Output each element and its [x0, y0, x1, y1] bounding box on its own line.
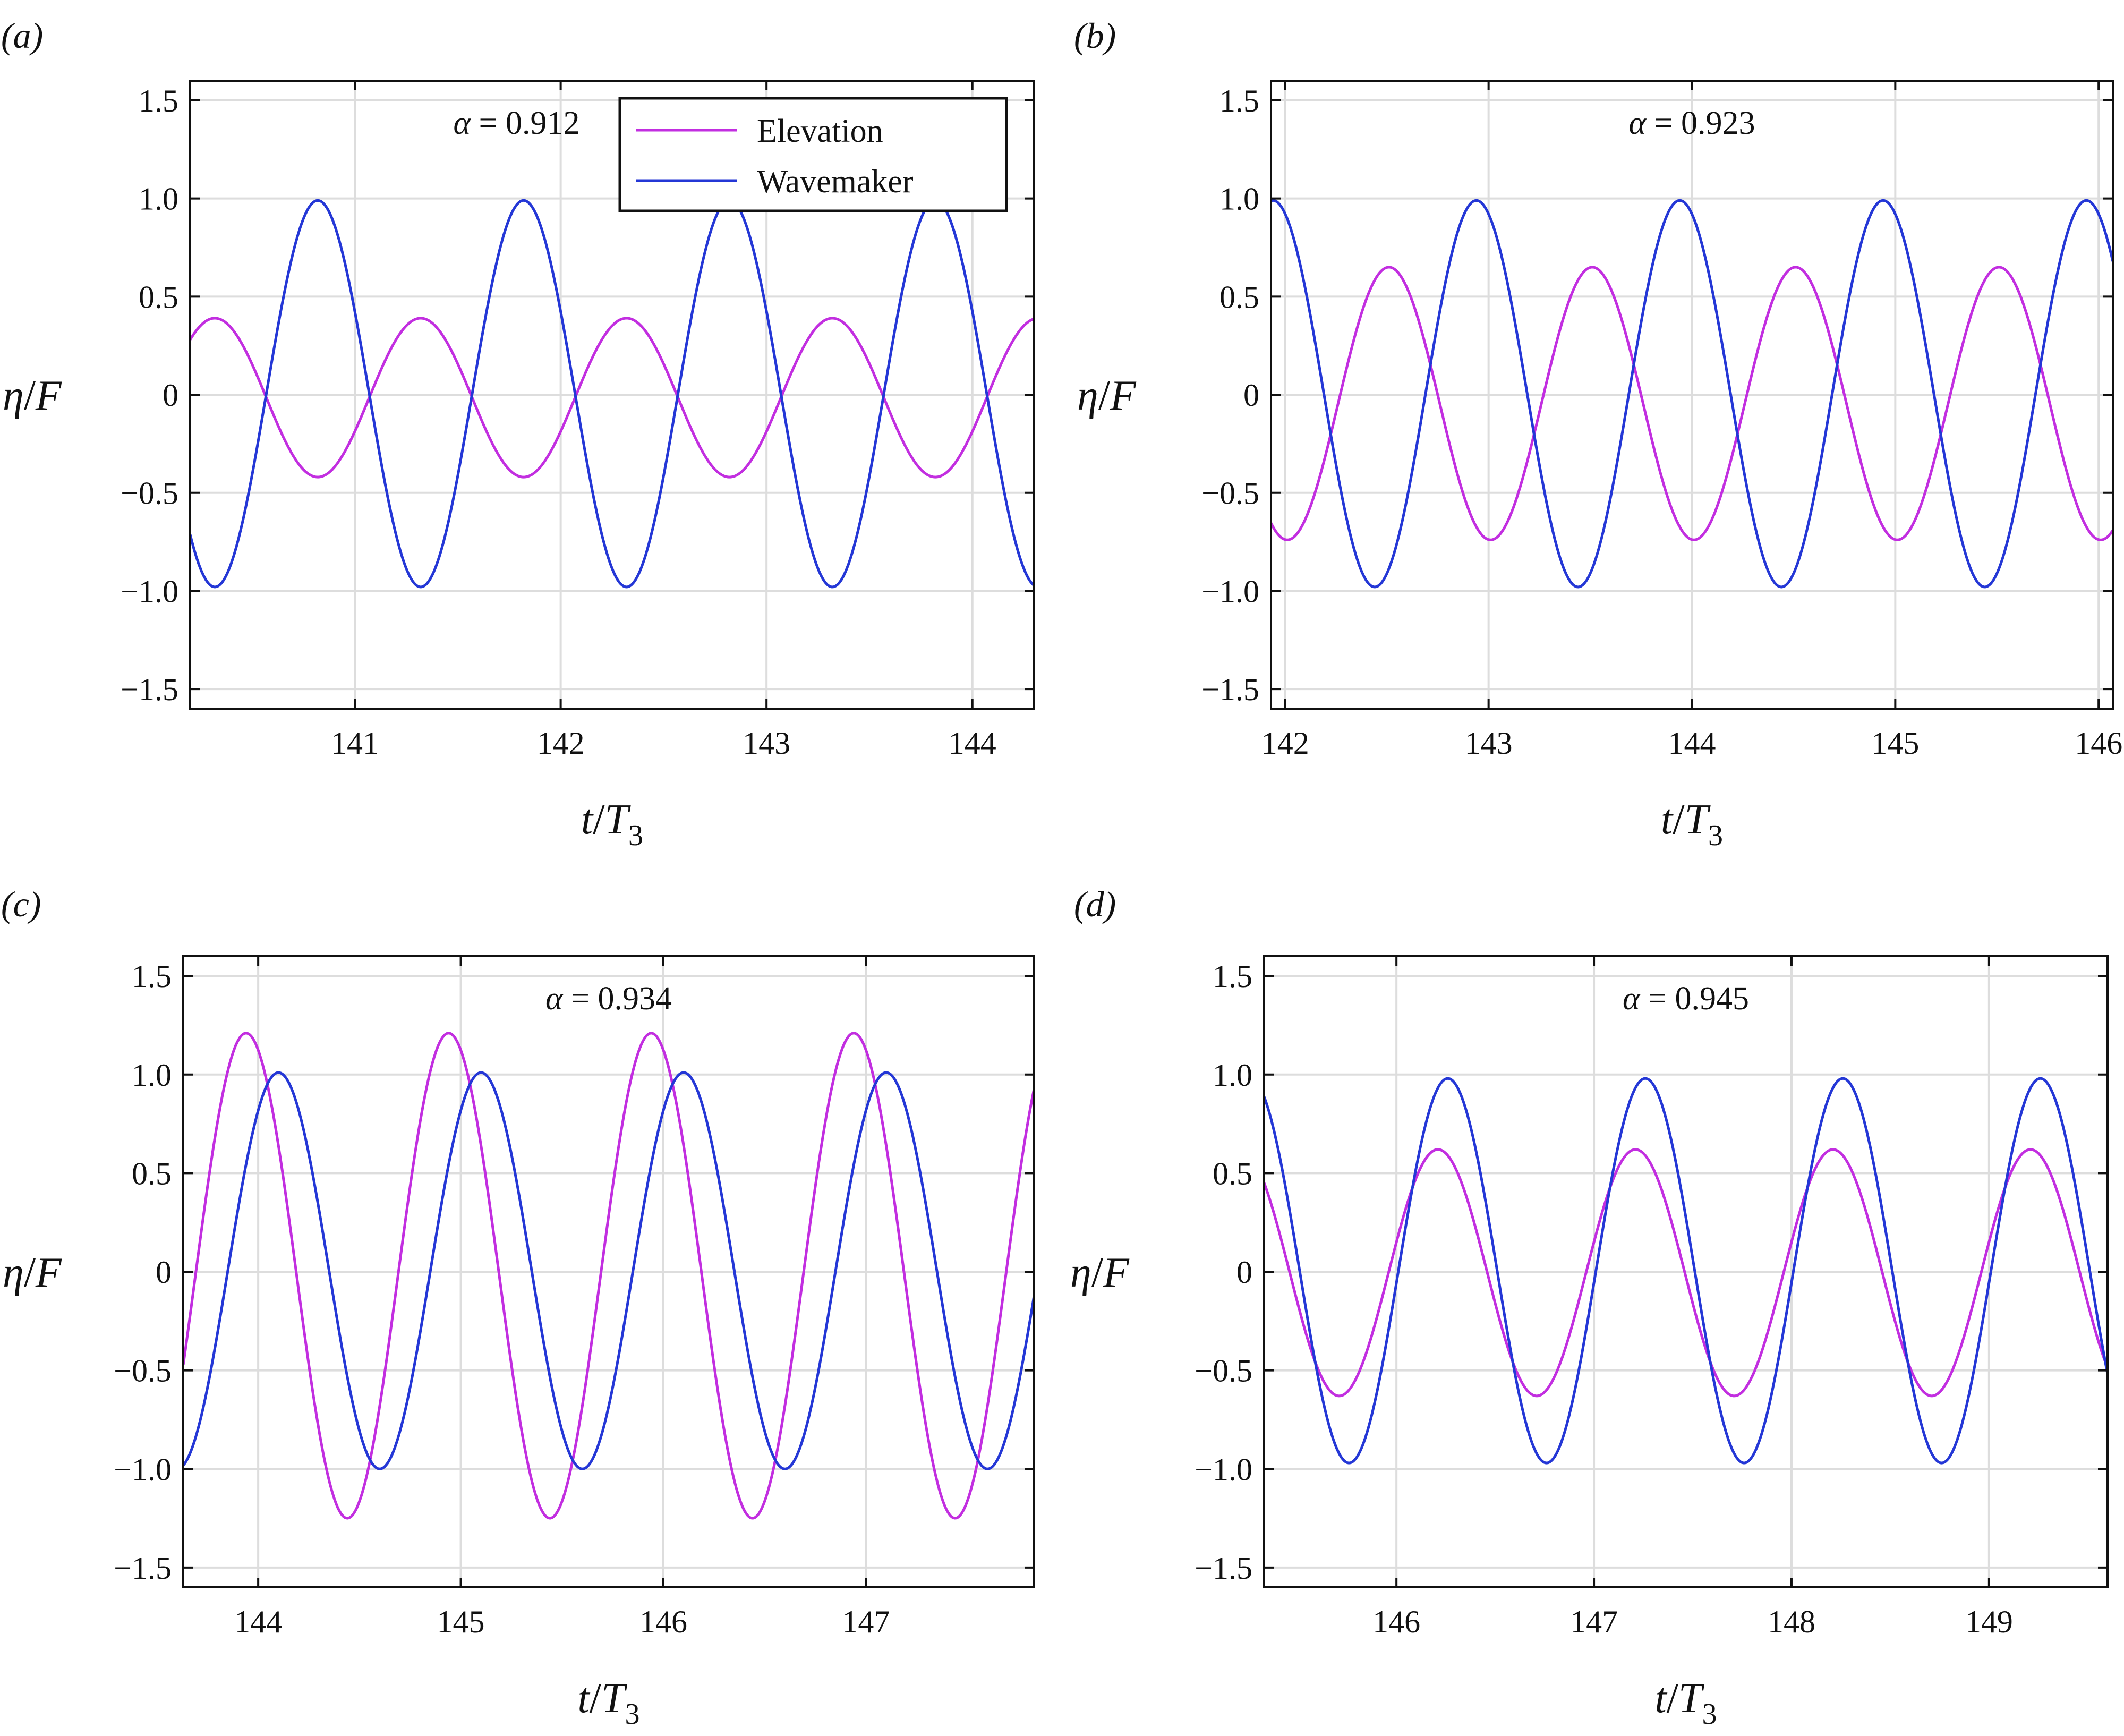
series-line-wavemaker — [190, 199, 1034, 589]
y-tick-label: −1.0 — [114, 1452, 172, 1487]
panel-label: (b) — [1074, 15, 1116, 56]
legend-box — [618, 97, 1008, 212]
x-tick-label: 142 — [537, 726, 585, 761]
legend: Elevation Wavemaker — [618, 97, 1008, 212]
series-line-wavemaker — [183, 1071, 1034, 1470]
x-tick-label: 143 — [1465, 726, 1513, 761]
y-tick-label: 1.5 — [139, 83, 178, 118]
y-tick-label: −1.0 — [1201, 574, 1259, 609]
y-tick-label: 0 — [163, 378, 178, 413]
x-tick-label: 146 — [639, 1604, 687, 1639]
x-tick-label: 141 — [331, 726, 379, 761]
panel-a: 141 142 143 144 −1.5 −1.0 −0.5 0 0.5 1.0 1.5 (a) α =… — [1, 15, 1035, 852]
y-axis-label: η/F — [3, 1249, 62, 1296]
y-tick-label: 1.5 — [132, 959, 172, 994]
series-group — [1264, 1077, 2108, 1465]
y-tick-label: 1.0 — [132, 1058, 172, 1093]
y-tick-label: −1.0 — [121, 574, 178, 609]
x-tick-label: 142 — [1261, 726, 1309, 761]
series-line-elevation — [183, 1032, 1034, 1520]
x-axis-label: t/T3 — [1655, 1675, 1717, 1731]
x-tick-label: 146 — [2075, 726, 2122, 761]
y-tick-label: 0 — [1236, 1255, 1252, 1290]
alpha-annotation: α = 0.945 — [1623, 981, 1749, 1017]
y-tick-label: 0.5 — [1219, 279, 1259, 314]
series-group — [1271, 199, 2113, 589]
y-tick-label: −1.5 — [1201, 672, 1259, 707]
x-tick-label: 144 — [1668, 726, 1716, 761]
series-line-wavemaker — [1271, 199, 2113, 589]
y-tick-label: −0.5 — [1195, 1354, 1252, 1389]
grid — [1264, 956, 2108, 1587]
x-tick-label: 145 — [1871, 726, 1919, 761]
y-tick-label: 1.5 — [1219, 83, 1259, 118]
panel-label: (d) — [1074, 884, 1116, 924]
alpha-annotation: α = 0.912 — [453, 105, 579, 141]
panel-d: 146 147 148 149 −1.5 −1.0 −0.5 0 0.5 1.0 1.5 (d) α =… — [1070, 884, 2109, 1731]
x-tick-label: 146 — [1372, 1604, 1420, 1639]
y-tick-label: −1.5 — [1195, 1551, 1252, 1586]
y-tick-label: 0.5 — [139, 279, 178, 314]
grid — [1271, 81, 2113, 709]
panel-label: (c) — [1, 884, 41, 924]
y-tick-label: 1.0 — [139, 182, 178, 217]
y-axis-label: η/F — [1070, 1249, 1130, 1296]
series-line-wavemaker — [1264, 1077, 2108, 1465]
alpha-annotation: α = 0.923 — [1628, 105, 1755, 141]
x-axis-label: t/T3 — [1661, 796, 1723, 852]
panel-b: 142 143 144 145 146 −1.5 −1.0 −0.5 0 0.5 1.0 1.5 (b)… — [1074, 15, 2122, 852]
y-tick-label: 0 — [156, 1255, 172, 1290]
y-tick-label: 1.5 — [1213, 959, 1252, 994]
grid — [183, 956, 1034, 1587]
series-line-elevation — [190, 317, 1034, 479]
x-tick-label: 145 — [437, 1604, 485, 1639]
alpha-annotation: α = 0.934 — [545, 981, 672, 1017]
x-tick-label: 144 — [949, 726, 996, 761]
x-tick-label: 147 — [842, 1604, 890, 1639]
x-tick-label: 149 — [1965, 1604, 2013, 1639]
x-tick-label: 147 — [1570, 1604, 1618, 1639]
x-axis-label: t/T3 — [578, 1675, 640, 1731]
legend-label-wavemaker: Wavemaker — [757, 164, 914, 200]
panel-c: 144 145 146 147 −1.5 −1.0 −0.5 0 0.5 1.0 1.5 (c) α =… — [1, 884, 1035, 1731]
y-tick-label: −0.5 — [114, 1354, 172, 1389]
series-group — [190, 199, 1034, 589]
y-tick-label: −1.5 — [121, 672, 178, 707]
x-tick-label: 143 — [743, 726, 790, 761]
x-tick-label: 144 — [234, 1604, 282, 1639]
series-line-elevation — [1264, 1148, 2108, 1398]
y-axis-label: η/F — [3, 372, 62, 419]
y-tick-label: −0.5 — [1201, 476, 1259, 511]
y-tick-label: 0 — [1243, 378, 1259, 413]
panel-label: (a) — [1, 15, 43, 56]
y-axis-label: η/F — [1077, 372, 1137, 419]
y-tick-label: −0.5 — [121, 476, 178, 511]
series-group — [183, 1032, 1034, 1520]
y-tick-label: 1.0 — [1219, 182, 1259, 217]
y-tick-label: −1.5 — [114, 1551, 172, 1586]
x-tick-label: 148 — [1768, 1604, 1815, 1639]
legend-label-elevation: Elevation — [757, 113, 883, 149]
y-tick-label: 0.5 — [132, 1156, 172, 1191]
y-tick-label: 0.5 — [1213, 1156, 1252, 1191]
series-line-elevation — [1271, 266, 2113, 541]
y-tick-label: 1.0 — [1213, 1058, 1252, 1093]
x-axis-label: t/T3 — [581, 796, 643, 852]
y-tick-label: −1.0 — [1195, 1452, 1252, 1487]
